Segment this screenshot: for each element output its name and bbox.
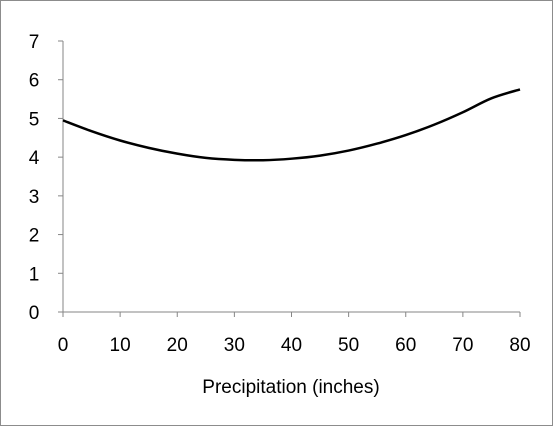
y-tick-label: 6	[29, 71, 40, 92]
x-tick-label: 50	[338, 335, 359, 356]
y-tick-label: 0	[29, 303, 40, 324]
x-tick-label: 10	[110, 335, 131, 356]
x-axis-title: Precipitation (inches)	[202, 377, 379, 398]
y-tick-label: 1	[29, 264, 40, 285]
x-tick-label: 0	[58, 335, 69, 356]
x-tick-label: 60	[395, 335, 416, 356]
y-tick-label: 2	[29, 226, 40, 247]
y-tick-label: 4	[29, 148, 40, 169]
y-tick-label: 3	[29, 187, 40, 208]
x-tick-label: 20	[167, 335, 188, 356]
series-line	[62, 88, 521, 162]
y-tick-label: 5	[29, 109, 40, 130]
x-tick-label: 80	[509, 335, 530, 356]
y-axis-ticks: 0 1 2 3 4 5 6 7	[29, 32, 63, 324]
x-tick-label: 70	[452, 335, 473, 356]
x-tick-label: 30	[224, 335, 245, 356]
x-axis-ticks: 0 10 20 30 40 50 60 70 80	[58, 312, 531, 356]
x-tick-label: 40	[281, 335, 302, 356]
y-tick-label: 7	[29, 32, 40, 53]
